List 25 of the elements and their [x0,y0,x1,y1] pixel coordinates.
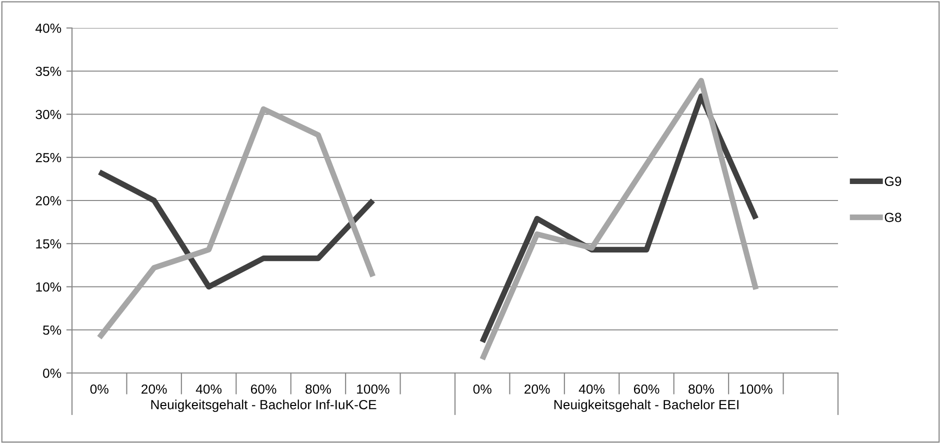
x-tick-label: 0% [90,384,108,394]
y-tick-label: 40% [35,24,62,33]
x-tick-label: 80% [688,384,714,394]
y-tick-label: 20% [36,196,62,206]
x-tick-label: 100% [740,384,772,394]
y-tick-label: 30% [36,110,62,120]
x-tick-label: 20% [142,384,167,394]
legend-label: G9 [884,176,902,186]
text: Neuigkeitsgehalt - Bachelor Inf-IuK-CE [151,400,376,412]
x-tick-label: 100% [357,384,390,394]
y-tick-label: 15% [36,239,62,249]
x-tick-label: 60% [634,384,660,394]
x-tick-label: 40% [196,384,222,394]
y-tick-label: 10% [36,282,62,292]
x-tick-label: 20% [524,384,550,394]
text: Neuigkeitsgehalt - Bachelor EEI [554,400,738,412]
legend-label: G8 [884,212,902,222]
x-tick-label: 80% [306,384,331,394]
y-tick-label: 35% [36,66,62,76]
x-tick-label: 40% [578,384,605,394]
x-tick-label: 60% [250,384,276,394]
x-tick-label: 0% [473,384,492,394]
y-tick-label: 0% [43,368,62,378]
y-tick-label: 5% [43,326,62,335]
y-tick-label: 25% [36,152,62,162]
